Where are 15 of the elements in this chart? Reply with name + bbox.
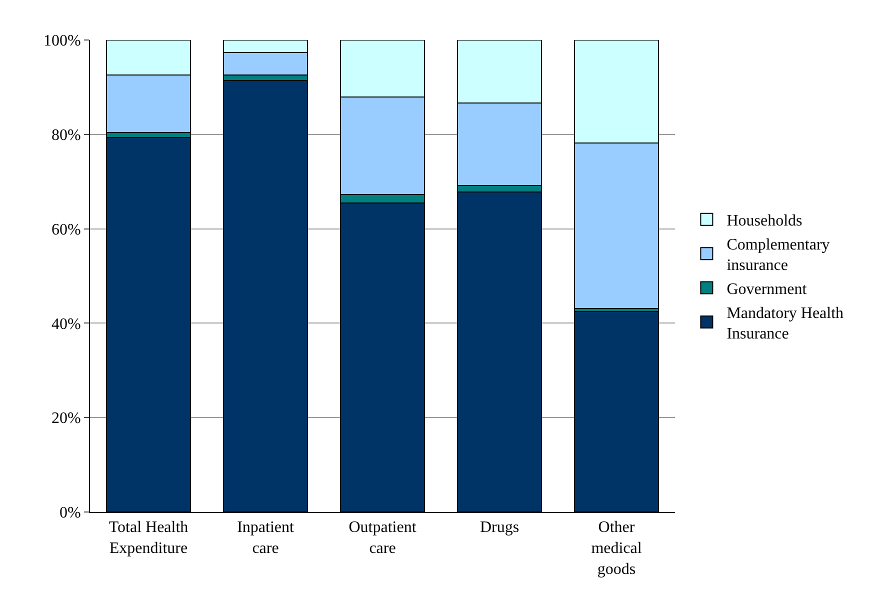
x-tick-label: Total Health Expenditure bbox=[108, 519, 188, 557]
y-tick-label: 100% bbox=[43, 32, 81, 50]
legend-label: Complementary insurance bbox=[726, 236, 830, 274]
y-tick-label: 0% bbox=[59, 504, 81, 522]
x-tick-label: Outpatient care bbox=[348, 519, 417, 557]
y-tick-label: 40% bbox=[51, 316, 81, 333]
x-tick-label: Drugs bbox=[480, 519, 520, 536]
y-tick-label: 80% bbox=[51, 127, 81, 144]
legend-label: Mandatory Health Insurance bbox=[726, 304, 844, 343]
legend-label: Government bbox=[726, 281, 808, 298]
x-tick-label: Other medical goods bbox=[591, 519, 642, 578]
legend-label: Households bbox=[726, 212, 802, 230]
x-tick-label: Inpatient care bbox=[237, 519, 294, 557]
y-tick-label: 60% bbox=[51, 221, 81, 238]
y-tick-label: 20% bbox=[51, 410, 81, 428]
